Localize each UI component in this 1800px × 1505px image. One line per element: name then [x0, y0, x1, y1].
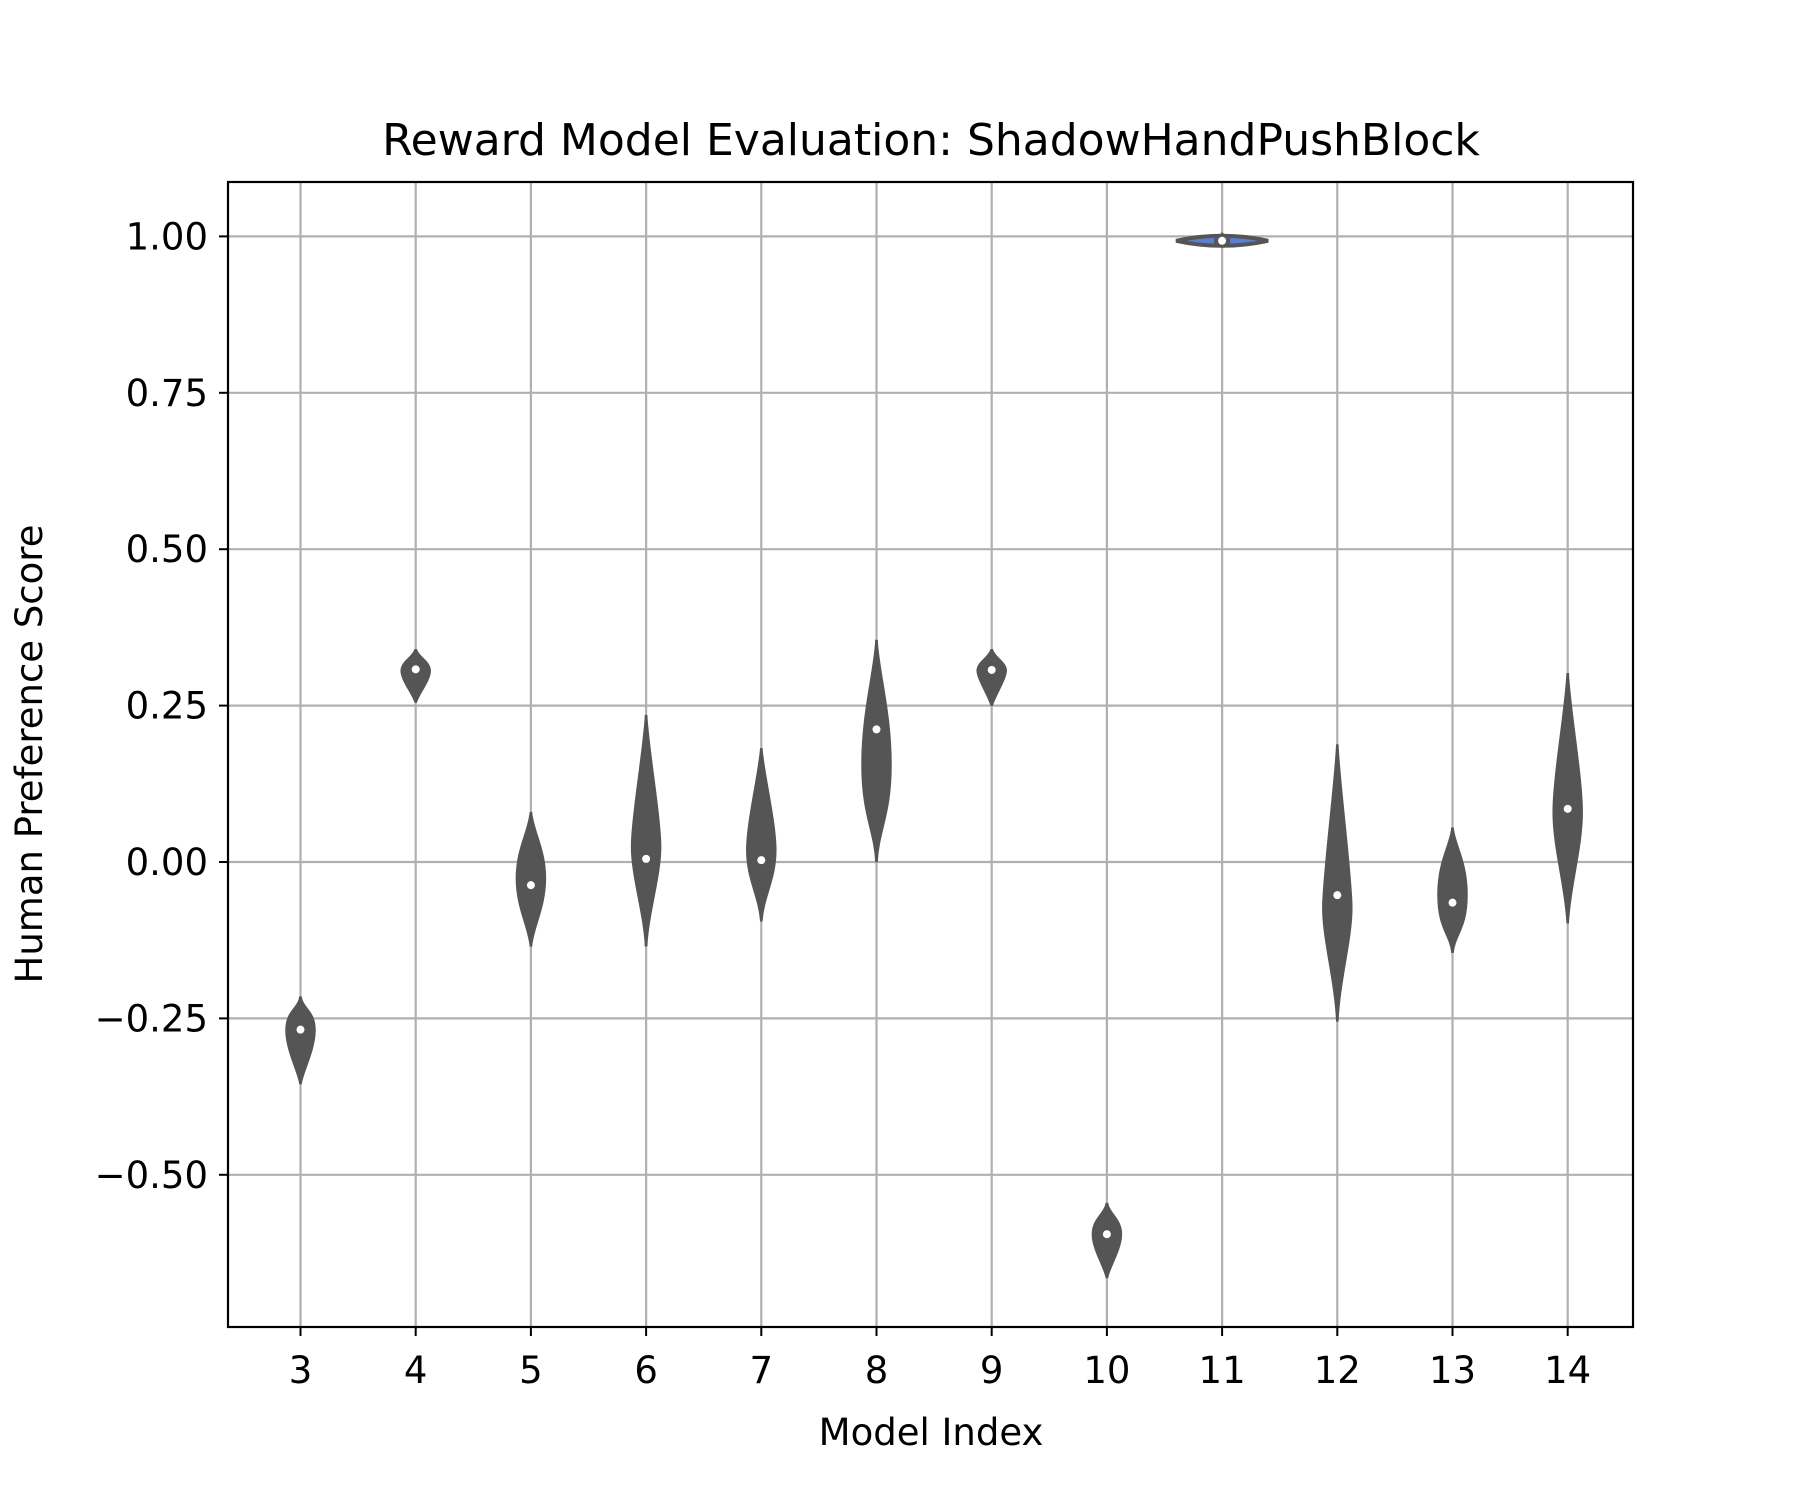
violin-median-point — [296, 1025, 305, 1034]
x-tick-label: 11 — [1199, 1349, 1246, 1392]
violin-11 — [1175, 232, 1269, 248]
x-tick-label: 5 — [519, 1349, 543, 1392]
violin-9 — [976, 648, 1007, 706]
violin-3 — [285, 996, 316, 1085]
y-axis-ticks: 1.00 0.75 0.50 0.25 0.00 −0.25 −0.50 — [95, 215, 228, 1197]
x-tick-label: 13 — [1429, 1349, 1476, 1392]
x-tick-label: 9 — [980, 1349, 1004, 1392]
chart-title: Reward Model Evaluation: ShadowHandPushB… — [382, 115, 1480, 166]
violin-6 — [630, 714, 662, 947]
violin-median-point — [987, 665, 996, 674]
violin-median-point — [1218, 236, 1227, 245]
plot-frame — [226, 180, 1635, 1329]
violin-iqr-box — [1444, 866, 1461, 924]
violin-iqr-box — [753, 826, 770, 875]
violin-median-point — [1333, 891, 1342, 900]
violin-median-point — [411, 665, 420, 674]
y-tick-label: 0.50 — [126, 528, 208, 571]
violin-10 — [1091, 1202, 1123, 1279]
y-tick-label: 0.00 — [126, 841, 208, 884]
x-tick-label: 3 — [289, 1349, 313, 1392]
violin-5 — [515, 811, 547, 947]
x-axis-label: Model Index — [819, 1411, 1044, 1454]
x-tick-label: 10 — [1083, 1349, 1130, 1392]
violin-median-point — [642, 854, 651, 863]
violin-12 — [1322, 744, 1353, 1022]
x-tick-label: 8 — [865, 1349, 889, 1392]
y-tick-label: 0.75 — [126, 372, 208, 415]
x-tick-label: 14 — [1544, 1349, 1591, 1392]
violin-iqr-box — [522, 853, 539, 903]
violin-median-point — [1448, 898, 1457, 907]
y-axis-label: Human Preference Score — [8, 525, 51, 984]
violin-median-point — [872, 725, 881, 734]
violin-8 — [861, 639, 892, 863]
y-tick-label: 1.00 — [126, 215, 208, 258]
violin-iqr-box — [868, 721, 885, 807]
violin-iqr-box — [638, 822, 655, 872]
violin-13 — [1437, 827, 1468, 953]
x-tick-label: 4 — [404, 1349, 428, 1392]
y-tick-label: −0.50 — [95, 1154, 208, 1197]
x-tick-label: 12 — [1314, 1349, 1361, 1392]
violin-iqr-box — [1329, 882, 1346, 934]
x-tick-label: 6 — [634, 1349, 658, 1392]
y-tick-label: −0.25 — [95, 997, 208, 1040]
violin-median-point — [757, 856, 766, 865]
x-axis-ticks: 3 4 5 6 7 8 9 10 11 12 13 14 — [289, 1327, 1591, 1392]
violin-4 — [400, 648, 431, 703]
violin-median-point — [526, 881, 535, 890]
violin-series — [285, 232, 1583, 1279]
y-tick-label: 0.25 — [126, 685, 208, 728]
grid-lines — [228, 182, 1633, 1327]
violin-14 — [1552, 673, 1583, 924]
violin-median-point — [1563, 804, 1572, 813]
x-tick-label: 7 — [750, 1349, 774, 1392]
violin-7 — [746, 748, 777, 922]
violin-median-point — [1102, 1230, 1111, 1239]
